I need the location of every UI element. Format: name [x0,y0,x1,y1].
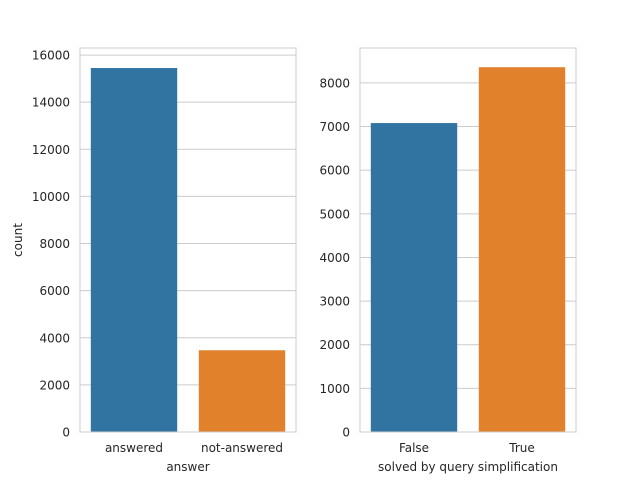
x-axis-label: answer [166,460,209,474]
y-axis-label: count [11,223,25,257]
y-tick-label: 2000 [39,378,70,392]
bar-answered [90,68,178,432]
bar-not-answered [198,350,286,432]
plot-frame [79,47,297,433]
y-tick-label: 14000 [32,96,70,110]
bar-true [478,67,566,432]
bar-false [370,123,458,433]
y-tick-label: 10000 [32,190,70,204]
y-tick-label: 16000 [32,49,70,63]
y-tick-label: 0 [62,426,70,440]
x-axis-label: solved by query simplification [378,460,558,474]
y-tick-label: 6000 [39,284,70,298]
y-tick-label: 5000 [319,207,350,221]
y-tick-label: 3000 [319,295,350,309]
y-tick-label: 7000 [319,120,350,134]
y-tick-label: 6000 [319,164,350,178]
y-tick-label: 0 [342,426,350,440]
chart-answer-count: 0 2000 4000 6000 8000 10000 12000 14000 16000 ans… [11,47,297,474]
y-tick-label: 4000 [39,331,70,345]
y-tick-label: 2000 [319,338,350,352]
x-tick-label: False [399,441,429,455]
y-tick-label: 1000 [319,382,350,396]
x-tick-label: not-answered [201,441,283,455]
x-tick-label: answered [105,441,163,455]
plot-frame [359,47,577,433]
y-tick-label: 8000 [319,76,350,90]
chart-solved-by-query-simplification: 0 1000 2000 3000 4000 5000 6000 7000 8000 False Tr… [319,47,577,474]
y-tick-label: 4000 [319,251,350,265]
x-tick-label: True [508,441,535,455]
y-tick-label: 12000 [32,143,70,157]
y-tick-label: 8000 [39,237,70,251]
